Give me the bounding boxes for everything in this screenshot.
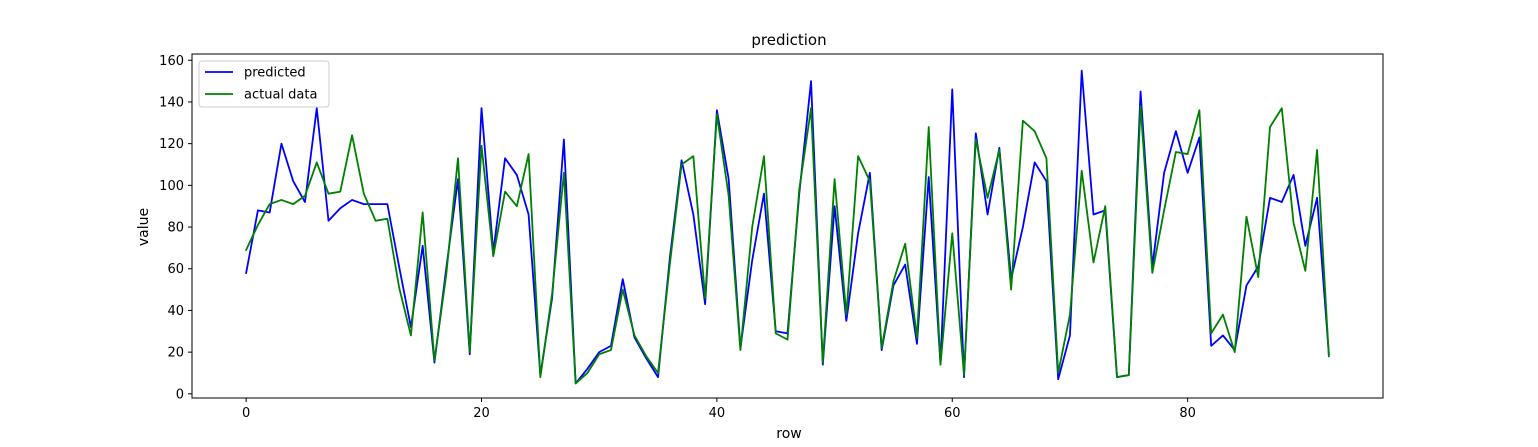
legend: predicted actual data xyxy=(198,60,330,108)
plot-background xyxy=(192,54,1383,398)
series-line-actual-data xyxy=(244,105,1330,385)
y-tick-label: 0 xyxy=(176,387,184,402)
legend-label: predicted xyxy=(244,66,306,81)
series-layer xyxy=(244,69,1330,385)
y-axis: 0 20 40 60 80 100 120 140 160 xyxy=(159,54,192,402)
y-tick-label: 60 xyxy=(167,262,184,277)
x-axis-label: row xyxy=(776,426,801,442)
y-tick-label: 80 xyxy=(167,221,184,236)
axes-frame xyxy=(191,53,1384,399)
x-tick-label: 20 xyxy=(473,406,490,421)
x-axis: 0 20 40 60 80 xyxy=(242,398,1196,421)
legend-label: actual data xyxy=(244,88,317,103)
y-tick-label: 140 xyxy=(159,95,184,110)
y-tick-label: 160 xyxy=(159,54,184,69)
y-tick-label: 100 xyxy=(159,179,184,194)
y-tick-label: 40 xyxy=(167,304,184,319)
x-tick-label: 40 xyxy=(709,406,726,421)
y-tick-label: 120 xyxy=(159,137,184,152)
y-axis-label: value xyxy=(136,208,152,246)
plot-area xyxy=(192,54,1383,398)
x-tick-label: 60 xyxy=(944,406,961,421)
axes-border xyxy=(191,53,1384,399)
x-tick-label: 0 xyxy=(242,406,250,421)
chart-title: prediction xyxy=(751,31,826,49)
x-tick-label: 80 xyxy=(1179,406,1196,421)
y-tick-label: 20 xyxy=(167,346,184,361)
